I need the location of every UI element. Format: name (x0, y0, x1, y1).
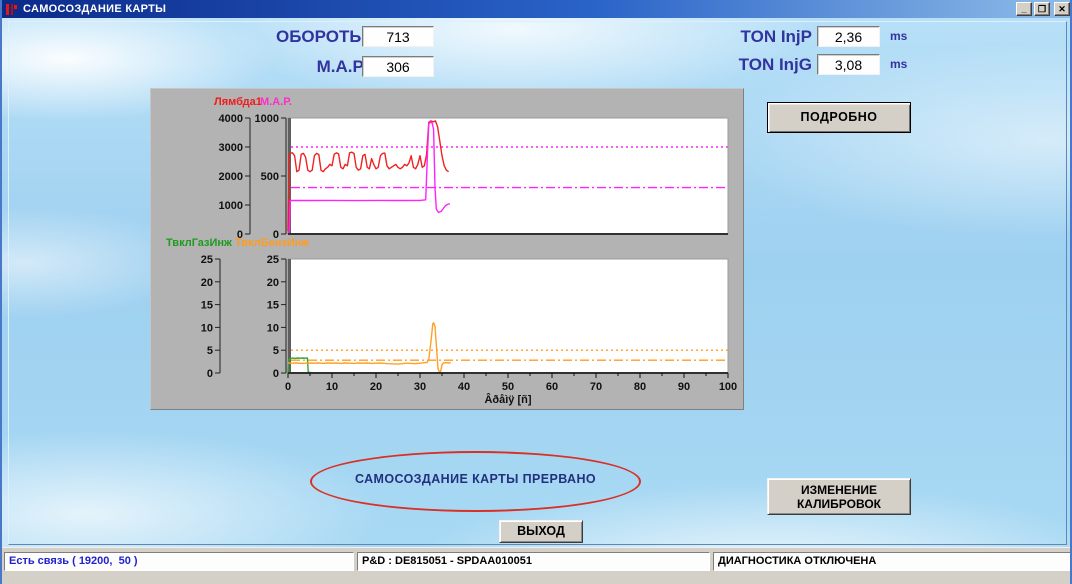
calibration-button-line2: КАЛИБРОВОК (796, 497, 881, 511)
restore-button[interactable]: ❐ (1034, 2, 1050, 16)
svg-text:Âðåìÿ [ñ]: Âðåìÿ [ñ] (484, 393, 531, 406)
svg-text:3000: 3000 (219, 142, 243, 154)
svg-text:15: 15 (267, 300, 279, 312)
status-bar: Есть связь ( 19200, 50 ) P&D : DE815051 … (2, 547, 1070, 584)
abort-message: САМОСОЗДАНИЕ КАРТЫ ПРЕРВАНО (354, 472, 597, 486)
svg-text:0: 0 (273, 229, 279, 241)
form-panel (8, 21, 1067, 545)
status-connection: Есть связь ( 19200, 50 ) (4, 552, 354, 571)
svg-text:50: 50 (502, 381, 514, 393)
svg-text:20: 20 (267, 277, 279, 289)
svg-text:2000: 2000 (219, 171, 243, 183)
svg-text:0: 0 (237, 229, 243, 241)
window-title: САМОСОЗДАНИЕ КАРТЫ (23, 3, 167, 15)
rpm-label: ОБОРОТЫ (275, 27, 366, 46)
svg-text:10: 10 (201, 322, 213, 334)
svg-text:20: 20 (201, 277, 213, 289)
ton-injg-unit: ms (890, 57, 908, 71)
svg-text:20: 20 (370, 381, 382, 393)
svg-text:5: 5 (207, 345, 213, 357)
chart-panel: 0 1000 2000 3000 4000 Лямбда1 0 500 1000 М.А.Р. 0 5… (150, 88, 744, 410)
minimize-button[interactable]: _ (1016, 2, 1032, 16)
abort-annotation-ellipse (310, 451, 641, 512)
status-device: P&D : DE815051 - SPDAA010051 (357, 552, 710, 571)
close-button[interactable]: ✕ (1054, 2, 1070, 16)
svg-text:30: 30 (414, 381, 426, 393)
svg-text:4000: 4000 (219, 113, 243, 125)
map-label: М.А.Р. (316, 57, 366, 76)
calibration-button-line1: ИЗМЕНЕНИЕ (800, 483, 878, 497)
details-button[interactable]: ПОДРОБНО (767, 102, 911, 133)
svg-text:5: 5 (273, 345, 279, 357)
svg-text:70: 70 (590, 381, 602, 393)
svg-text:25: 25 (201, 254, 213, 266)
charts-svg: 01000200030004000Лямбда105001000М.А.Р.05… (166, 96, 737, 406)
calibration-button[interactable]: ИЗМЕНЕНИЕ КАЛИБРОВОК (767, 478, 911, 515)
svg-text:25: 25 (267, 254, 279, 266)
svg-text:500: 500 (261, 171, 279, 183)
ton-injp-unit: ms (890, 29, 908, 43)
svg-text:0: 0 (207, 368, 213, 380)
ton-injg-value: 3,08 (817, 54, 880, 75)
svg-text:90: 90 (678, 381, 690, 393)
svg-text:1000: 1000 (219, 200, 243, 212)
svg-text:60: 60 (546, 381, 558, 393)
svg-text:ТвклГазИнж: ТвклГазИнж (166, 237, 232, 249)
ton-injg-label: TON InjG (738, 55, 812, 74)
title-bar[interactable]: САМОСОЗДАНИЕ КАРТЫ _ ❐ ✕ (2, 0, 1070, 18)
svg-text:40: 40 (458, 381, 470, 393)
svg-text:15: 15 (201, 300, 213, 312)
svg-text:100: 100 (719, 381, 737, 393)
svg-text:М.А.Р.: М.А.Р. (260, 96, 292, 108)
status-diagnostics: ДИАГНОСТИКА ОТКЛЮЧЕНА (713, 552, 1070, 571)
svg-text:0: 0 (273, 368, 279, 380)
ton-injp-value: 2,36 (817, 26, 880, 47)
map-value: 306 (362, 56, 434, 77)
svg-text:80: 80 (634, 381, 646, 393)
ton-injp-label: TON InjP (740, 27, 812, 46)
svg-text:Лямбда1: Лямбда1 (214, 96, 262, 108)
rpm-value: 713 (362, 26, 434, 47)
svg-text:10: 10 (326, 381, 338, 393)
svg-text:0: 0 (285, 381, 291, 393)
app-icon (6, 3, 17, 15)
exit-button[interactable]: ВЫХОД (499, 520, 583, 543)
svg-text:1000: 1000 (255, 113, 279, 125)
svg-text:10: 10 (267, 322, 279, 334)
svg-text:ТвклБензИнж: ТвклБензИнж (235, 237, 309, 249)
